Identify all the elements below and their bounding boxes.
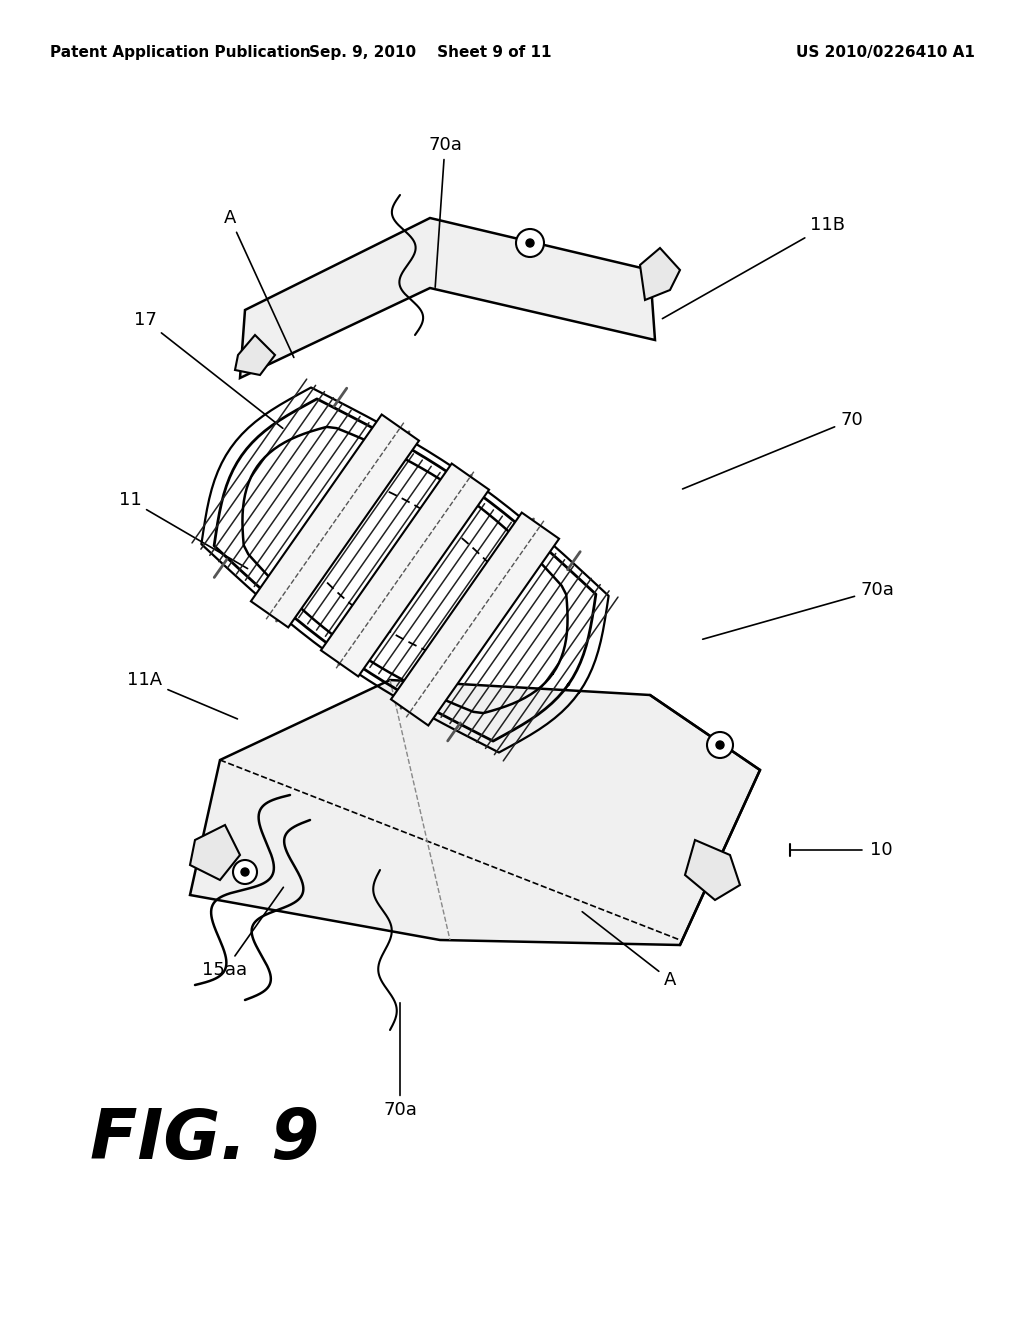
Polygon shape — [234, 335, 275, 375]
Text: US 2010/0226410 A1: US 2010/0226410 A1 — [796, 45, 975, 59]
Text: Patent Application Publication: Patent Application Publication — [50, 45, 310, 59]
Text: 70: 70 — [683, 411, 863, 488]
Polygon shape — [190, 680, 760, 945]
Polygon shape — [190, 825, 240, 880]
Circle shape — [233, 861, 257, 884]
Text: 11A: 11A — [127, 671, 238, 719]
Polygon shape — [321, 463, 489, 676]
Text: Sep. 9, 2010    Sheet 9 of 11: Sep. 9, 2010 Sheet 9 of 11 — [309, 45, 551, 59]
Text: FIG. 9: FIG. 9 — [90, 1106, 319, 1173]
Text: A: A — [583, 912, 676, 989]
Text: 15aa: 15aa — [203, 887, 284, 979]
Circle shape — [716, 741, 724, 748]
Circle shape — [241, 869, 249, 876]
Text: 70a: 70a — [383, 1003, 417, 1119]
Polygon shape — [685, 840, 740, 900]
Text: 10: 10 — [870, 841, 893, 859]
Text: 70a: 70a — [702, 581, 894, 639]
Polygon shape — [640, 248, 680, 300]
Text: 11: 11 — [119, 491, 248, 569]
Polygon shape — [240, 218, 655, 378]
Text: 11B: 11B — [663, 216, 845, 318]
Text: 70a: 70a — [428, 136, 462, 288]
Text: 17: 17 — [133, 312, 283, 428]
Polygon shape — [251, 414, 419, 627]
Circle shape — [516, 228, 544, 257]
Circle shape — [707, 733, 733, 758]
Text: A: A — [224, 209, 294, 358]
Circle shape — [526, 239, 534, 247]
Polygon shape — [391, 512, 559, 726]
